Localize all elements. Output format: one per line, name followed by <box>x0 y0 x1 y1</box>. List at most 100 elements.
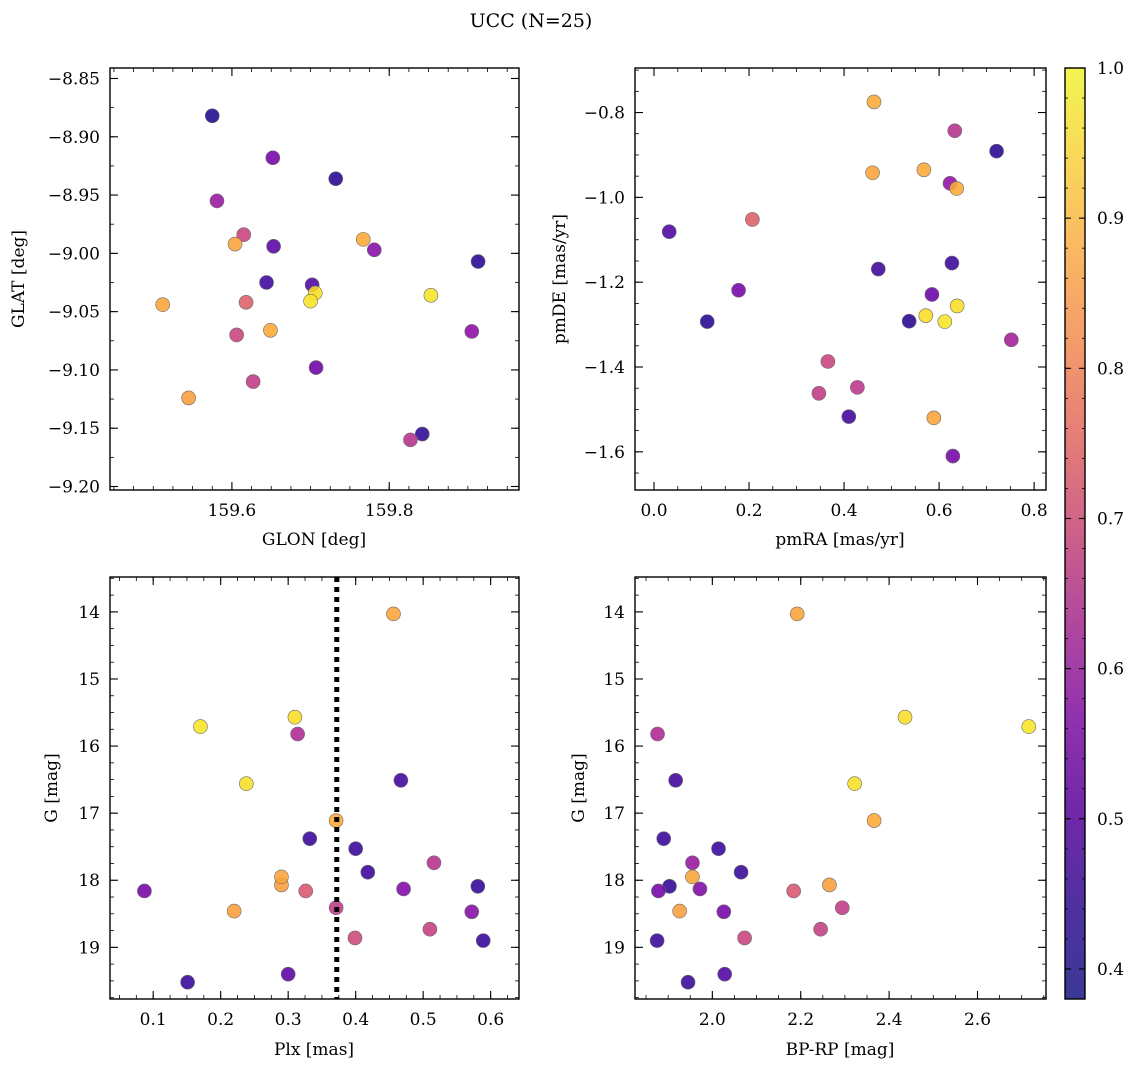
panel-0-point-8 <box>366 242 382 258</box>
panel-2-ytick-label-3: 17 <box>78 804 100 824</box>
panel-2-point-18 <box>226 903 242 919</box>
panel-1-point-13 <box>949 298 965 314</box>
panel-3-xtick-label-2: 2.4 <box>876 1010 903 1030</box>
panel-3-point-16 <box>651 883 666 899</box>
panel-1-point-10 <box>944 255 960 271</box>
panel-0-ytick-label-2: −8.95 <box>48 186 100 206</box>
panel-3-point-5 <box>847 776 862 791</box>
panel-0-point-9 <box>470 254 486 269</box>
panel-1-point-23 <box>926 410 942 426</box>
panel-0-point-24 <box>403 432 418 448</box>
panel-3-point-14 <box>692 881 708 897</box>
panel-0-point-6 <box>266 239 281 254</box>
figure-title: UCC (N=25) <box>470 10 593 32</box>
panel-2-point-15 <box>298 883 314 899</box>
panel-2-frame <box>109 576 520 1000</box>
panel-0-point-3 <box>209 193 225 209</box>
panel-1-point-6 <box>949 181 964 196</box>
panel-3-point-7 <box>656 831 672 846</box>
panel-2-xtick-label-1: 0.2 <box>207 1010 234 1030</box>
panel-3-ticks: 2.0 2.2 2.4 2.6 14 15 16 17 18 19 <box>603 577 1046 1030</box>
panel-2-ytick-label-5: 19 <box>78 938 100 958</box>
colorbar-tick-label-2: 0.6 <box>1097 660 1124 680</box>
panel-0-xtick-label-0: 159.6 <box>208 501 257 521</box>
panel-3-point-10 <box>733 864 749 880</box>
panel-2-xlabel: Plx [mas] <box>274 1040 354 1060</box>
panel-3-point-8 <box>711 841 726 857</box>
panel-0-ytick-label-6: −9.15 <box>48 419 100 439</box>
panel-0-point-7 <box>355 232 371 247</box>
panel-0-ytick-label-4: −9.05 <box>48 303 100 323</box>
panel-1-point-14 <box>918 308 934 323</box>
panel-1-ytick-label-0: −0.8 <box>584 104 625 124</box>
panel-0-ytick-label-7: −9.20 <box>48 478 100 498</box>
panel-2-point-2 <box>193 719 208 734</box>
panel-3-xtick-label-0: 2.0 <box>699 1010 726 1030</box>
panel-1-xtick-label-0: 0.0 <box>640 501 667 521</box>
colorbar-tick-label-0: 0.4 <box>1097 960 1124 980</box>
panel-1-xlabel: pmRA [mas/yr] <box>775 530 904 550</box>
panel-0-point-19 <box>464 324 480 339</box>
panel-1-point-7 <box>745 212 760 227</box>
colorbar-gradient <box>1065 68 1085 999</box>
panel-2-ytick-label-1: 15 <box>78 670 100 690</box>
panel-1-point-8 <box>661 224 677 240</box>
panel-1-point-9 <box>870 261 886 277</box>
panel-0-point-15 <box>238 295 254 310</box>
panel-3-xlabel: BP-RP [mag] <box>786 1040 895 1060</box>
panel-0-point-18 <box>229 327 244 343</box>
panel-2-ylabel: G [mag] <box>42 753 62 822</box>
panel-2-point-9 <box>426 855 442 871</box>
panel-1-frame <box>634 67 1047 491</box>
panel-1-xtick-label-3: 0.6 <box>926 501 953 521</box>
panel-2-point-3 <box>290 726 305 742</box>
panel-1-point-3 <box>916 162 932 178</box>
panel-3-point-9 <box>685 855 700 871</box>
panel-2-point-23 <box>280 966 296 982</box>
colorbar-tick-label-5: 0.9 <box>1097 209 1124 229</box>
panel-1-point-0 <box>866 94 882 110</box>
panel-0-ticks: 159.6 159.8 −8.85 −8.90 −8.95 −9.00 −9.05 −9.10… <box>48 68 519 521</box>
panel-2-point-8 <box>348 841 363 857</box>
panel-2-ticks: 0.1 0.2 0.3 0.4 0.5 0.6 14 15 16 17 18 19 <box>78 577 519 1030</box>
panel-2-xtick-label-3: 0.4 <box>342 1010 369 1030</box>
panel-2-point-7 <box>302 831 318 846</box>
panel-1-point-17 <box>937 314 953 329</box>
panel-3-point-20 <box>813 921 828 937</box>
panel-0-frame <box>109 67 520 491</box>
panel-2-point-21 <box>347 930 363 946</box>
panel-1-point-24 <box>945 448 961 464</box>
panel-3-ytick-label-4: 18 <box>603 871 625 891</box>
panel-1-point-20 <box>850 380 865 395</box>
panel-3-points <box>649 606 1037 990</box>
panel-0-point-14 <box>423 288 439 303</box>
colorbar-ticks: 0.4 0.5 0.6 0.7 0.8 0.9 1.0 <box>1065 59 1124 1000</box>
panel-2-point-5 <box>239 776 254 791</box>
panel-2-point-20 <box>422 921 438 937</box>
panel-3-point-22 <box>649 933 665 948</box>
panel-1-xtick-label-2: 0.4 <box>831 501 858 521</box>
panel-0-point-0 <box>204 108 220 124</box>
panel-1-ytick-label-1: −1.0 <box>584 188 625 208</box>
panel-3-point-3 <box>650 726 665 742</box>
panel-2-xtick-label-0: 0.1 <box>140 1010 167 1030</box>
panel-2-point-11 <box>274 869 289 885</box>
panel-3-xtick-label-3: 2.6 <box>964 1010 991 1030</box>
panel-0-point-21 <box>245 374 261 389</box>
panel-1-point-19 <box>820 354 836 369</box>
panel-0-points <box>155 108 486 448</box>
panel-0-point-22 <box>181 390 196 406</box>
panel-1-point-4 <box>865 165 880 181</box>
panel-3-point-1 <box>897 709 913 725</box>
panel-plx-g: 0.1 0.2 0.3 0.4 0.5 0.6 14 15 16 17 18 19 Plx [mas]… <box>42 576 520 1060</box>
colorbar: 0.4 0.5 0.6 0.7 0.8 0.9 1.0 <box>1064 59 1124 1000</box>
panel-0-ylabel: GLAT [deg] <box>9 230 29 328</box>
panel-3-xtick-label-1: 2.2 <box>787 1010 814 1030</box>
panel-0-point-5 <box>227 236 243 252</box>
panel-1-point-21 <box>811 386 827 401</box>
panel-0-point-1 <box>265 150 281 166</box>
colorbar-tick-label-6: 1.0 <box>1097 59 1124 79</box>
panel-0-ytick-label-1: −8.90 <box>48 128 100 148</box>
panel-0-point-16 <box>155 297 170 312</box>
